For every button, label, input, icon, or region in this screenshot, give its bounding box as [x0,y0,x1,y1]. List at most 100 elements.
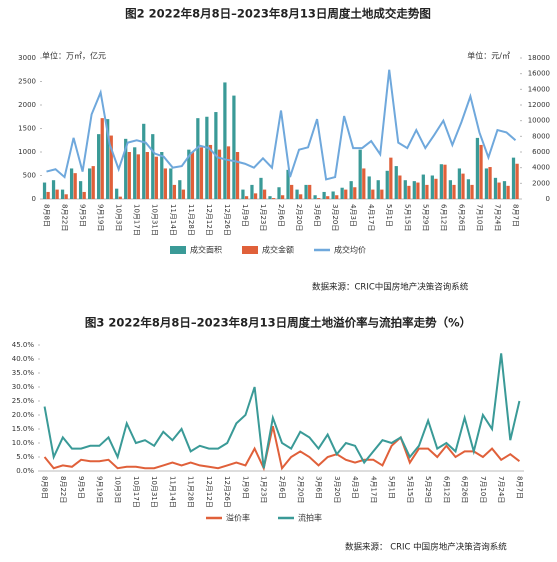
x-tick-label: 1月9日 [241,204,249,227]
x-tick-label: 5月29日 [424,476,432,503]
x-tick-label: 8月22日 [59,476,67,503]
x-tick-label: 3月20日 [333,476,341,503]
y-tick-label: 3000 [18,54,36,62]
bar [172,184,177,199]
bar [133,147,137,199]
bar [461,173,465,199]
y-tick-label: 45.0% [12,341,35,349]
bar [515,163,519,199]
x-tick-label: 2月20日 [295,204,303,231]
bar [163,168,168,199]
bar [344,189,348,199]
bar [412,181,416,199]
bar [335,195,339,199]
x-tick-label: 12月12日 [205,476,213,508]
bar [407,185,411,199]
legend-label: 流拍率 [298,513,322,523]
bar [64,194,68,199]
bar [353,187,357,199]
bar [367,176,371,199]
legend-label: 成交面积 [190,245,222,255]
x-tick-label: 9月5日 [79,204,87,227]
bar [205,116,209,199]
x-tick-label: 10月3日 [115,204,123,231]
bar [187,149,191,199]
x-tick-label: 4月17日 [369,476,377,503]
x-tick-label: 9月5日 [77,476,85,499]
x-tick-label: 9月19日 [97,204,105,231]
chart: 图3 2022年8月8日–2023年8月13日周度土地溢价率与流拍率走势（%） 0… [12,316,524,553]
y2-tick-label: 6000 [532,148,550,156]
y-tick-label: 2500 [18,78,36,86]
bar [106,119,110,199]
x-tick-label: 5月1日 [388,476,396,499]
x-tick-label: 6月26日 [457,204,465,231]
x-tick-label: 11月28日 [187,476,195,508]
x-tick-label: 7月10日 [475,204,483,231]
bar [232,95,236,199]
bar [299,194,303,199]
y-tick-label: 25.0% [12,397,35,405]
bar [488,167,492,199]
y-tick-label: 35.0% [12,369,35,377]
x-tick-label: 3月6日 [313,204,321,227]
bar [160,152,164,199]
x-tick-label: 5月29日 [421,204,429,231]
x-tick-label: 4月17日 [367,204,375,231]
bar [281,195,285,199]
bar [118,196,122,199]
legend-swatch [170,246,186,254]
bar [259,177,263,199]
source: 数据来源： CRIC 中国房地产决策咨询系统 [345,542,507,553]
bar [313,195,317,199]
bar [389,157,393,199]
chart-title: 图2 2022年8月8日–2023年8月13日周度土地成交走势图 [125,7,431,21]
x-tick-label: 1月9日 [241,476,249,499]
x-tick-label: 6月12日 [439,204,447,231]
bar [223,82,227,199]
x-tick-label: 4月3日 [349,204,357,227]
x-tick-label: 6月26日 [461,476,469,503]
x-tick-label: 12月26日 [223,204,231,236]
bar [394,166,398,199]
bar [87,168,92,199]
x-tick-label: 5月15日 [403,204,411,231]
bar [51,180,56,199]
x-tick-label: 2月20日 [296,476,304,503]
x-tick-label: 2月6日 [278,476,286,499]
bar [69,168,74,199]
x-tick-label: 12月12日 [205,204,213,236]
bar [290,184,294,199]
bar [100,118,104,199]
bar [479,144,483,199]
bar [142,123,146,199]
x-tick-label: 11月28日 [187,204,195,236]
y2-tick-label: 16000 [528,70,550,78]
bar [145,152,149,199]
y-tick-label: 1000 [18,148,36,156]
bar [60,189,65,199]
x-tick-label: 10月17日 [132,476,140,508]
bar [511,157,516,199]
bar [457,168,462,199]
bar [78,181,83,199]
y-tick-label: 20.0% [12,411,35,419]
line [46,69,517,181]
bar [403,180,407,199]
bar [199,147,204,199]
y-tick-label: 40.0% [12,355,35,363]
y2-unit: 单位：元/㎡ [467,51,510,61]
x-tick-label: 7月24日 [493,204,501,231]
bar [271,198,276,199]
bar [317,198,321,199]
x-tick-label: 8月7日 [515,476,523,499]
bar [425,184,429,199]
bar [497,182,501,199]
y2-tick-label: 10000 [528,117,550,125]
y-tick-label: 0.0% [16,467,34,475]
bar [358,149,362,199]
y-tick-label: 1500 [18,125,36,133]
x-tick-label: 4月3日 [351,476,359,499]
x-tick-label: 10月3日 [114,476,122,503]
y-tick-label: 5.0% [16,453,34,461]
